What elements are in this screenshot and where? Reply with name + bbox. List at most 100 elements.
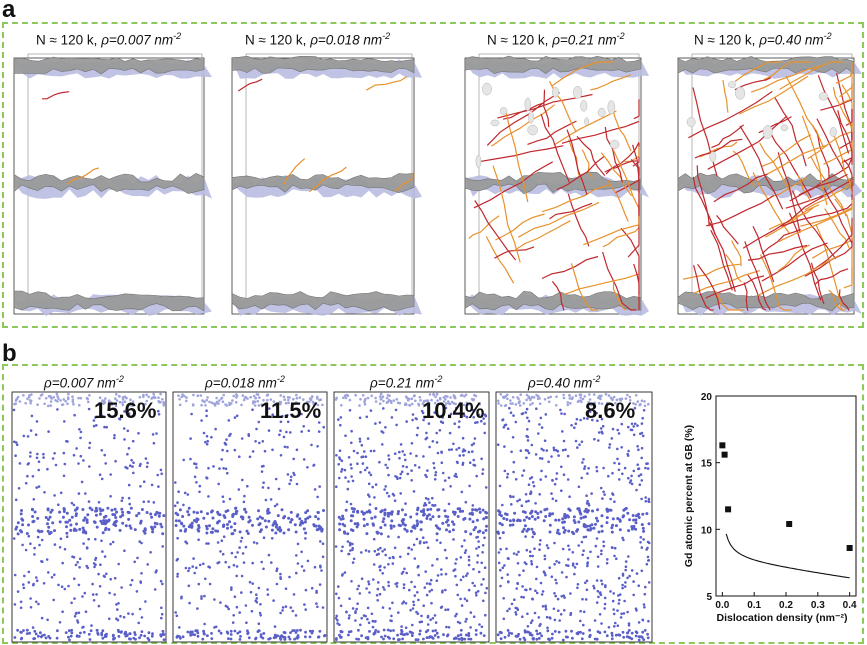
gd-atom <box>602 544 606 548</box>
gd-atom <box>58 546 62 549</box>
gd-atom <box>425 541 428 544</box>
gd-atom <box>474 421 477 424</box>
gd-atom <box>205 409 208 412</box>
gd-atom <box>458 420 461 423</box>
gd-atom <box>525 588 528 592</box>
gd-atom <box>618 528 622 532</box>
gd-atom <box>116 608 119 611</box>
gd-atom <box>338 528 342 532</box>
gd-atom <box>378 460 381 464</box>
gd-atom <box>421 411 425 415</box>
gd-atom <box>568 397 572 400</box>
gd-atom <box>460 545 464 548</box>
gd-atom <box>370 516 374 520</box>
dislocation-line <box>725 254 742 283</box>
gd-atom <box>178 508 182 512</box>
gd-atom <box>630 482 634 486</box>
gd-atom <box>206 634 209 638</box>
gd-atom <box>176 501 179 504</box>
gd-atom <box>638 483 642 486</box>
gd-atom <box>296 542 300 546</box>
gd-atom <box>287 398 290 402</box>
gd-atom <box>605 634 609 638</box>
gd-atom <box>631 514 635 517</box>
gd-atom <box>233 448 237 452</box>
gd-atom <box>512 495 515 498</box>
gd-atom <box>601 432 604 435</box>
gb-layer-gray <box>677 56 855 75</box>
gd-atom <box>538 543 542 546</box>
gd-atom <box>275 567 279 570</box>
gb-particle <box>727 81 736 89</box>
gd-atom <box>349 519 353 523</box>
gd-atom <box>289 510 293 514</box>
gd-atom <box>242 561 246 564</box>
gd-atom <box>531 619 534 622</box>
gd-atom <box>478 507 481 511</box>
gd-atom <box>480 561 484 565</box>
gd-atom <box>104 519 108 523</box>
dislocation-line <box>707 115 788 170</box>
gd-atom <box>404 502 407 505</box>
gd-atom <box>196 634 200 638</box>
gd-atom <box>581 397 585 401</box>
gd-atom <box>53 529 56 533</box>
gd-atom <box>314 524 318 528</box>
gd-atom <box>500 523 504 527</box>
gd-atom <box>292 593 296 596</box>
gd-atom <box>31 515 35 518</box>
gd-atom <box>567 544 570 548</box>
y-axis-label: Gd atomic percent at GB (%) <box>683 425 695 567</box>
dislocation-line <box>734 77 772 91</box>
gd-atom <box>395 585 399 588</box>
gd-atom <box>617 468 621 472</box>
gd-atom <box>480 414 484 418</box>
gd-atom <box>503 469 507 473</box>
gd-atom <box>548 530 552 534</box>
gd-atom <box>282 531 286 535</box>
gd-atom <box>27 570 31 574</box>
gd-atom <box>548 616 552 619</box>
gd-atom <box>233 528 237 532</box>
gd-atom <box>110 508 114 512</box>
gd-atom <box>210 637 214 640</box>
gd-atom <box>211 527 215 531</box>
gd-atom <box>79 631 82 635</box>
gd-atom <box>586 509 590 513</box>
gd-atom <box>338 458 342 461</box>
gd-atom <box>540 426 544 429</box>
gd-atom <box>640 479 644 482</box>
gd-atom <box>403 567 406 571</box>
gd-atom <box>509 494 512 498</box>
gd-atom <box>337 596 341 600</box>
gd-atom <box>383 634 387 638</box>
gd-atom <box>537 394 540 398</box>
gd-atom <box>509 399 512 402</box>
gd-atom <box>433 401 437 405</box>
gd-atom <box>580 400 583 404</box>
gd-atom <box>294 631 298 634</box>
gd-atom <box>20 636 24 640</box>
gd-atom <box>614 524 618 528</box>
gd-atom <box>573 572 576 576</box>
gd-atom <box>647 619 650 623</box>
gd-atom <box>515 553 519 556</box>
dislocation-line <box>556 155 605 191</box>
gd-atom <box>195 481 198 484</box>
gd-atom <box>613 546 617 550</box>
gd-atom <box>433 466 436 470</box>
gd-atom <box>343 531 347 535</box>
gd-atom <box>607 626 611 629</box>
gd-atom <box>459 597 462 601</box>
gd-atom <box>319 540 322 543</box>
dislocation-line <box>804 180 853 211</box>
gd-atom <box>596 555 600 558</box>
gd-atom <box>595 465 598 469</box>
gd-atom <box>548 400 551 404</box>
x-tick-label: 0.2 <box>779 600 793 611</box>
gd-atom <box>372 523 375 527</box>
gd-atom <box>184 566 188 570</box>
gd-atom <box>502 617 506 621</box>
gd-atom <box>339 630 343 634</box>
gd-atom <box>192 393 195 397</box>
